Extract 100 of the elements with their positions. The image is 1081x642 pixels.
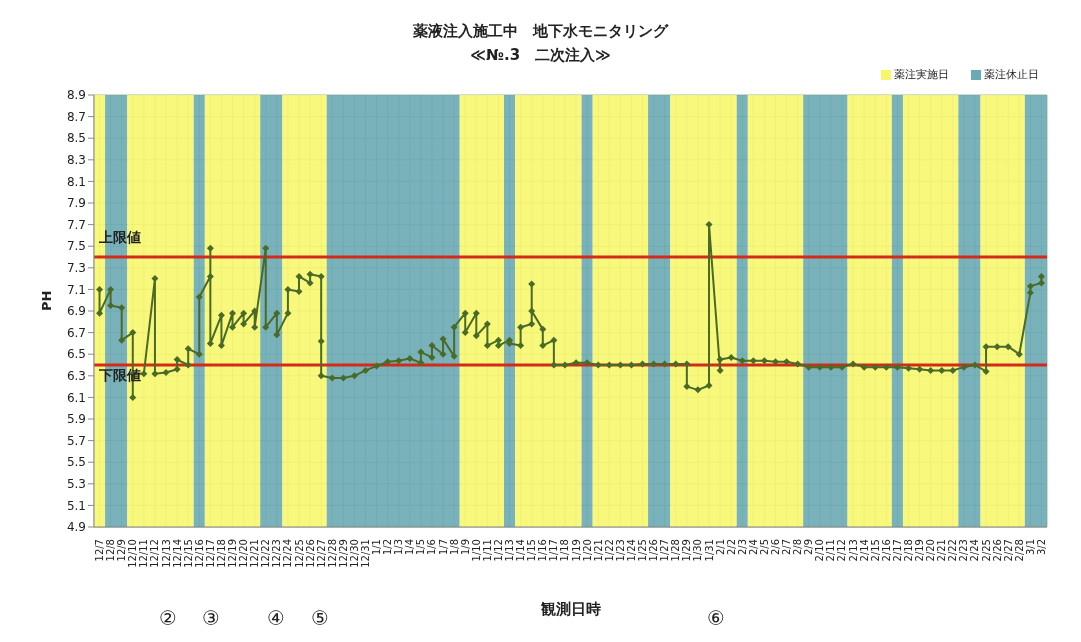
x-tick-label: 2/14 <box>858 539 870 562</box>
x-tick-label: 12/11 <box>138 539 150 568</box>
x-tick-label: 2/22 <box>947 539 959 562</box>
x-tick-label: 12/10 <box>127 539 139 568</box>
x-tick-label: 1/12 <box>492 539 504 562</box>
x-tick-label: 1/21 <box>592 539 604 562</box>
x-tick-label: 12/9 <box>116 539 128 562</box>
x-tick-label: 2/18 <box>902 539 914 562</box>
x-tick-label: 12/12 <box>149 539 161 568</box>
x-tick-label: 2/10 <box>814 539 826 562</box>
x-tick-label: 1/13 <box>504 539 516 562</box>
x-tick-label: 1/28 <box>670 539 682 562</box>
y-tick-label: 7.5 <box>66 239 86 254</box>
x-tick-label: 12/20 <box>238 539 250 568</box>
x-tick-label: 1/23 <box>614 539 626 562</box>
x-tick-label: 2/11 <box>825 539 837 562</box>
x-tick-label: 2/20 <box>925 539 937 562</box>
y-tick-label: 6.5 <box>66 347 86 362</box>
x-tick-label: 2/3 <box>736 539 748 556</box>
chart-title: 薬液注入施工中 地下水モニタリング <box>412 22 670 41</box>
x-tick-label: 12/25 <box>293 539 305 568</box>
y-tick-label: 8.3 <box>66 153 86 168</box>
x-tick-label: 1/10 <box>470 539 482 562</box>
x-tick-label: 2/27 <box>1002 539 1014 562</box>
x-tick-label: 12/7 <box>94 539 106 562</box>
y-tick-label: 5.1 <box>66 498 86 513</box>
x-tick-label: 12/15 <box>182 539 194 568</box>
text: ② <box>158 606 178 630</box>
x-tick-label: 1/2 <box>382 539 394 556</box>
x-tick-label: 12/27 <box>315 539 327 568</box>
x-tick-label: 1/5 <box>415 539 427 556</box>
x-tick-label: 1/3 <box>393 539 405 556</box>
x-tick-label: 2/13 <box>847 539 859 562</box>
x-tick-label: 2/8 <box>792 539 804 556</box>
y-tick-label: 8.1 <box>66 174 86 189</box>
y-tick-label: 7.9 <box>66 196 86 211</box>
x-tick-label: 2/5 <box>758 539 770 556</box>
y-tick-label: 4.9 <box>66 520 86 535</box>
x-tick-label: 1/30 <box>692 539 704 562</box>
x-tick-label: 2/17 <box>891 539 903 562</box>
x-tick-label: 1/17 <box>548 539 560 562</box>
x-tick-label: 12/24 <box>282 539 294 568</box>
x-tick-label: 3/2 <box>1035 539 1047 556</box>
x-tick-label: 2/6 <box>770 539 782 556</box>
y-tick-label: 8.5 <box>66 131 86 146</box>
x-tick-label: 1/9 <box>459 539 471 556</box>
x-tick-label: 2/24 <box>969 539 981 562</box>
y-tick-label: 8.7 <box>66 109 86 124</box>
x-tick-label: 2/28 <box>1013 539 1025 562</box>
x-tick-label: 12/18 <box>215 539 227 568</box>
x-tick-label: 1/19 <box>570 539 582 562</box>
x-axis-title: 観測日時 <box>539 600 601 618</box>
x-tick-label: 12/14 <box>171 539 183 568</box>
x-tick-label: 2/1 <box>714 539 726 556</box>
x-tick-label: 1/26 <box>648 539 660 562</box>
text: ⑥ <box>706 606 726 630</box>
x-tick-label: 1/31 <box>703 539 715 562</box>
x-tick-label: 1/14 <box>515 539 527 562</box>
x-tick-label: 1/20 <box>581 539 593 562</box>
x-tick-label: 1/6 <box>426 539 438 556</box>
y-tick-label: 8.9 <box>66 88 86 103</box>
x-tick-label: 1/8 <box>448 539 460 556</box>
x-tick-label: 2/23 <box>958 539 970 562</box>
x-tick-label: 2/9 <box>803 539 815 556</box>
x-tick-label: 12/21 <box>249 539 261 568</box>
y-tick-label: 6.3 <box>66 369 86 384</box>
y-axis-title: PH <box>38 290 54 311</box>
x-tick-label: 12/26 <box>304 539 316 568</box>
x-tick-label: 1/7 <box>437 539 449 556</box>
x-tick-label: 2/16 <box>880 539 892 562</box>
y-tick-label: 5.9 <box>66 412 86 427</box>
x-tick-label: 12/29 <box>337 539 349 568</box>
x-tick-label: 1/27 <box>659 539 671 562</box>
x-tick-label: 1/11 <box>481 539 493 562</box>
y-tick-label: 6.1 <box>66 390 86 405</box>
x-tick-label: 12/17 <box>204 539 216 568</box>
chart-subtitle: ≪№.3 二次注入≫ <box>469 46 612 65</box>
x-tick-label: 12/13 <box>160 539 172 568</box>
x-tick-label: 2/26 <box>991 539 1003 562</box>
x-tick-label: 12/28 <box>326 539 338 568</box>
y-tick-label: 5.7 <box>66 433 86 448</box>
x-tick-label: 1/24 <box>625 539 637 562</box>
x-tick-label: 2/7 <box>781 539 793 556</box>
text: ③ <box>201 606 221 630</box>
y-tick-label: 5.5 <box>66 455 86 470</box>
legend-label: 薬注休止日 <box>984 67 1039 82</box>
y-tick-label: 5.3 <box>66 477 86 492</box>
x-tick-label: 12/19 <box>227 539 239 568</box>
x-tick-label: 1/4 <box>404 539 416 556</box>
x-tick-label: 12/16 <box>193 539 205 568</box>
x-tick-label: 12/31 <box>359 539 371 568</box>
x-tick-label: 1/22 <box>603 539 615 562</box>
x-tick-label: 2/12 <box>836 539 848 562</box>
y-tick-label: 6.7 <box>66 325 86 340</box>
x-tick-label: 12/23 <box>271 539 283 568</box>
x-tick-label: 2/15 <box>869 539 881 562</box>
x-tick-label: 2/21 <box>936 539 948 562</box>
x-tick-label: 2/2 <box>725 539 737 556</box>
y-tick-label: 6.9 <box>66 304 86 319</box>
x-tick-label: 3/1 <box>1024 539 1036 556</box>
